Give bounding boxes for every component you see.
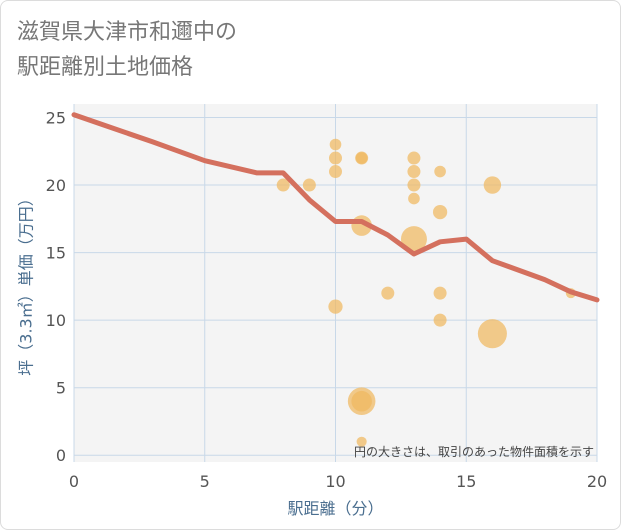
chart-title: 滋賀県大津市和邇中の 駅距離別土地価格 [17, 15, 577, 85]
bubble-point [381, 286, 395, 300]
bubble-point [400, 226, 427, 253]
bubble-point [407, 165, 421, 179]
bubble-point [434, 165, 446, 178]
x-axis-label: 駅距離（分） [287, 499, 383, 518]
y-axis-ticks: 0 5 10 15 20 25 [46, 109, 66, 466]
y-tick-label: 5 [56, 379, 66, 398]
y-tick-label: 25 [46, 109, 66, 128]
bubble-point [483, 176, 502, 194]
bubble-point [433, 286, 447, 300]
size-note: 円の大きさは、取引のあった物件面積を示す [354, 444, 594, 459]
bubble-point [407, 178, 421, 192]
bubble-point [432, 204, 448, 220]
y-tick-label: 15 [46, 244, 66, 263]
chart-title-line-2: 駅距離別土地価格 [17, 55, 194, 80]
bubble-point [356, 436, 367, 447]
bubble-point [329, 151, 342, 165]
bubble-point [407, 151, 421, 165]
bubble-point [276, 178, 290, 192]
bubble-point [329, 165, 342, 179]
x-axis-ticks: 0 5 10 15 20 [69, 472, 607, 491]
bubble-point [355, 152, 368, 164]
trend-line [71, 112, 600, 303]
y-axis-label: 坪（3.3㎡）単価（万円） [17, 190, 36, 375]
x-tick-label: 5 [200, 472, 210, 491]
bubble-point [328, 299, 343, 314]
x-tick-label: 0 [69, 472, 79, 491]
y-tick-label: 20 [46, 176, 66, 195]
bubble-point [433, 313, 447, 327]
x-tick-label: 15 [456, 472, 476, 491]
y-tick-label: 10 [46, 311, 66, 330]
bubble-point [302, 178, 316, 192]
bubble-point [329, 138, 342, 151]
x-tick-label: 20 [587, 472, 607, 491]
bubble-point [351, 390, 372, 412]
bubble-point [477, 319, 507, 349]
bubble-point [408, 192, 420, 205]
x-tick-label: 10 [325, 472, 345, 491]
y-tick-label: 0 [56, 446, 66, 465]
chart-title-line-1: 滋賀県大津市和邇中の [17, 20, 238, 45]
